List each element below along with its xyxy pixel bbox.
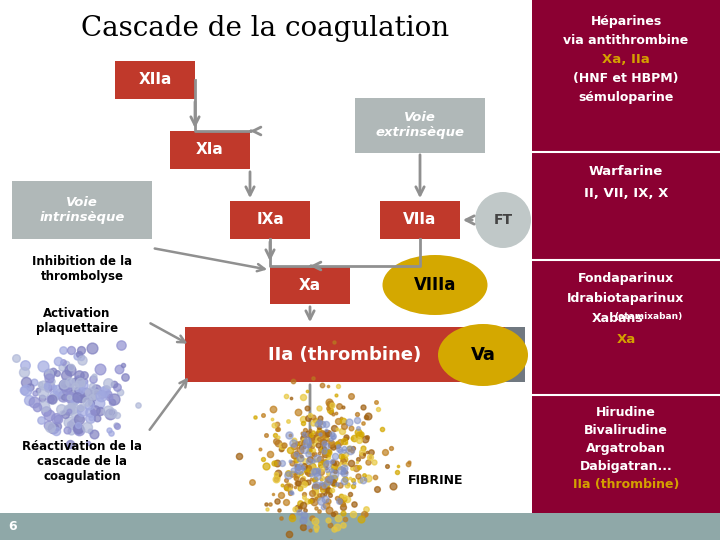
Text: XIa: XIa xyxy=(196,143,224,158)
Text: Fondaparinux: Fondaparinux xyxy=(578,272,674,285)
Text: Hirudine: Hirudine xyxy=(596,406,656,419)
Bar xyxy=(532,0,720,513)
Text: Voie
extrinsèque: Voie extrinsèque xyxy=(376,111,464,139)
Text: via antithrombine: via antithrombine xyxy=(563,34,688,47)
Bar xyxy=(355,98,485,152)
Text: FIBRINE: FIBRINE xyxy=(408,474,464,487)
Bar xyxy=(270,266,350,304)
Text: sémuloparine: sémuloparine xyxy=(578,91,674,104)
Bar xyxy=(380,201,460,239)
Bar xyxy=(170,131,250,169)
Text: Argatroban: Argatroban xyxy=(586,442,666,455)
Text: Xa: Xa xyxy=(299,278,321,293)
Text: Héparines: Héparines xyxy=(590,15,662,28)
Text: FT: FT xyxy=(493,213,513,227)
Text: II, VII, IX, X: II, VII, IX, X xyxy=(584,187,668,200)
Bar xyxy=(230,201,310,239)
Bar xyxy=(115,61,195,99)
Text: Xa: Xa xyxy=(616,333,636,346)
Ellipse shape xyxy=(382,255,487,315)
Text: Inhibition de la
thrombolyse: Inhibition de la thrombolyse xyxy=(32,255,132,283)
Text: IIa (thrombine): IIa (thrombine) xyxy=(573,478,679,491)
Ellipse shape xyxy=(475,192,531,248)
Bar xyxy=(0,513,720,540)
Text: Xa, IIa: Xa, IIa xyxy=(602,53,650,66)
Text: (otamixaban): (otamixaban) xyxy=(614,312,682,321)
Text: Cascade de la coagulation: Cascade de la coagulation xyxy=(81,15,449,42)
Text: 6: 6 xyxy=(8,521,17,534)
Text: Bivalirudine: Bivalirudine xyxy=(584,424,668,437)
Text: Xabans: Xabans xyxy=(592,312,644,325)
Ellipse shape xyxy=(438,324,528,386)
Text: IXa: IXa xyxy=(256,213,284,227)
Text: Réactivation de la
cascade de la
coagulation: Réactivation de la cascade de la coagula… xyxy=(22,440,142,483)
Text: Va: Va xyxy=(471,346,495,364)
Text: Activation
plaquettaire: Activation plaquettaire xyxy=(36,307,118,335)
Text: Dabigatran...: Dabigatran... xyxy=(580,460,672,473)
Text: VIIa: VIIa xyxy=(403,213,437,227)
Text: Idrabiotaparinux: Idrabiotaparinux xyxy=(567,292,685,305)
Text: (HNF et HBPM): (HNF et HBPM) xyxy=(573,72,679,85)
Text: Warfarine: Warfarine xyxy=(589,165,663,178)
Bar xyxy=(185,327,505,382)
Text: XIIa: XIIa xyxy=(138,72,171,87)
Text: VIIIa: VIIIa xyxy=(414,276,456,294)
Bar xyxy=(12,181,152,239)
Text: Voie
intrinsèque: Voie intrinsèque xyxy=(40,196,125,224)
Bar xyxy=(185,327,525,382)
Text: IIa (thrombine): IIa (thrombine) xyxy=(269,346,422,364)
